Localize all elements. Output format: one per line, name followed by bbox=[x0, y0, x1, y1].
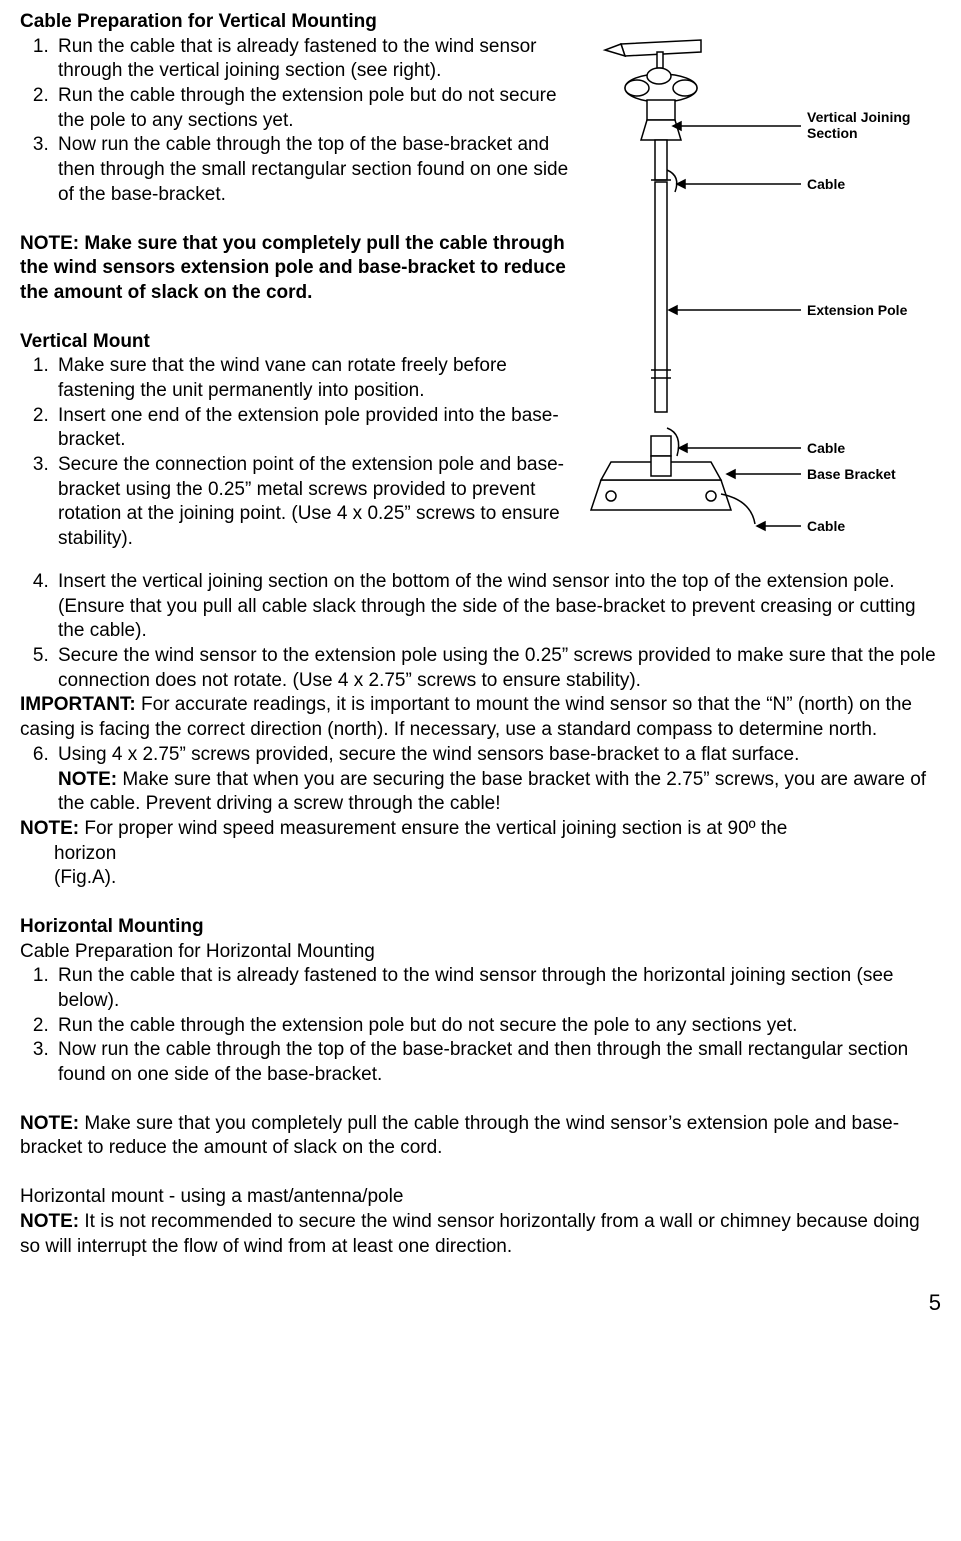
section2-title: Vertical Mount bbox=[20, 330, 571, 355]
diagram-label-cable2: Cable bbox=[807, 440, 845, 456]
final-note-label: NOTE: bbox=[20, 818, 79, 839]
section2-important: IMPORTANT: For accurate readings, it is … bbox=[20, 693, 941, 742]
section3-note2: NOTE: It is not recommended to secure th… bbox=[20, 1210, 941, 1259]
section3-note-text: Make sure that you completely pull the c… bbox=[20, 1113, 899, 1159]
important-label: IMPORTANT: bbox=[20, 694, 136, 715]
diagram-label-vj1: Vertical Joining bbox=[807, 109, 910, 125]
section3-subtitle: Cable Preparation for Horizontal Mountin… bbox=[20, 940, 941, 965]
section3-note2-text: It is not recommended to secure the wind… bbox=[20, 1211, 920, 1257]
section1-title: Cable Preparation for Vertical Mounting bbox=[20, 10, 571, 35]
section2-final-note: NOTE: For proper wind speed measurement … bbox=[20, 817, 941, 842]
diagram-label-vj2: Section bbox=[807, 125, 858, 141]
list-item: Now run the cable through the top of the… bbox=[54, 133, 571, 207]
diagram-label-cable1: Cable bbox=[807, 176, 845, 192]
list-item: Run the cable that is already fastened t… bbox=[54, 964, 941, 1013]
list-item: Secure the connection point of the exten… bbox=[54, 453, 571, 552]
section1-note: NOTE: Make sure that you completely pull… bbox=[20, 232, 571, 306]
section3-note: NOTE: Make sure that you completely pull… bbox=[20, 1112, 941, 1161]
final-note-tail2: (Fig.A). bbox=[20, 866, 941, 891]
list-item: Run the cable through the extension pole… bbox=[54, 84, 571, 133]
section2-list-full: Insert the vertical joining section on t… bbox=[20, 570, 941, 693]
item6-note-text: Make sure that when you are securing the… bbox=[58, 769, 926, 815]
diagram-label-cable3: Cable bbox=[807, 518, 845, 534]
important-text: For accurate readings, it is important t… bbox=[20, 694, 912, 740]
section3-note-label: NOTE: bbox=[20, 1113, 79, 1134]
list-item: Run the cable through the extension pole… bbox=[54, 1014, 941, 1039]
section1-list: Run the cable that is already fastened t… bbox=[20, 35, 571, 208]
list-item: Secure the wind sensor to the extension … bbox=[54, 644, 941, 693]
section3-title: Horizontal Mounting bbox=[20, 915, 941, 940]
section3-list: Run the cable that is already fastened t… bbox=[20, 964, 941, 1087]
section2-list-6: Using 4 x 2.75” screws provided, secure … bbox=[20, 743, 941, 817]
item6-note-label: NOTE: bbox=[58, 769, 117, 790]
page-number: 5 bbox=[20, 1259, 941, 1318]
list-item: Insert one end of the extension pole pro… bbox=[54, 404, 571, 453]
list-item: Using 4 x 2.75” screws provided, secure … bbox=[54, 743, 941, 817]
section2-list-top: Make sure that the wind vane can rotate … bbox=[20, 354, 571, 552]
list-item: Run the cable that is already fastened t… bbox=[54, 35, 571, 84]
final-note-text: For proper wind speed measurement ensure… bbox=[79, 818, 787, 839]
wind-sensor-diagram: Vertical Joining Section Cable Extension… bbox=[581, 10, 941, 570]
list-item: Make sure that the wind vane can rotate … bbox=[54, 354, 571, 403]
list-item: Insert the vertical joining section on t… bbox=[54, 570, 941, 644]
section3-note2-label: NOTE: bbox=[20, 1211, 79, 1232]
diagram-label-ext: Extension Pole bbox=[807, 302, 908, 318]
diagram-label-bb: Base Bracket bbox=[807, 466, 896, 482]
section3-sub2: Horizontal mount - using a mast/antenna/… bbox=[20, 1185, 941, 1210]
list-item: Now run the cable through the top of the… bbox=[54, 1038, 941, 1087]
final-note-tail1: horizon bbox=[20, 842, 941, 867]
item6-lead: Using 4 x 2.75” screws provided, secure … bbox=[58, 744, 799, 765]
